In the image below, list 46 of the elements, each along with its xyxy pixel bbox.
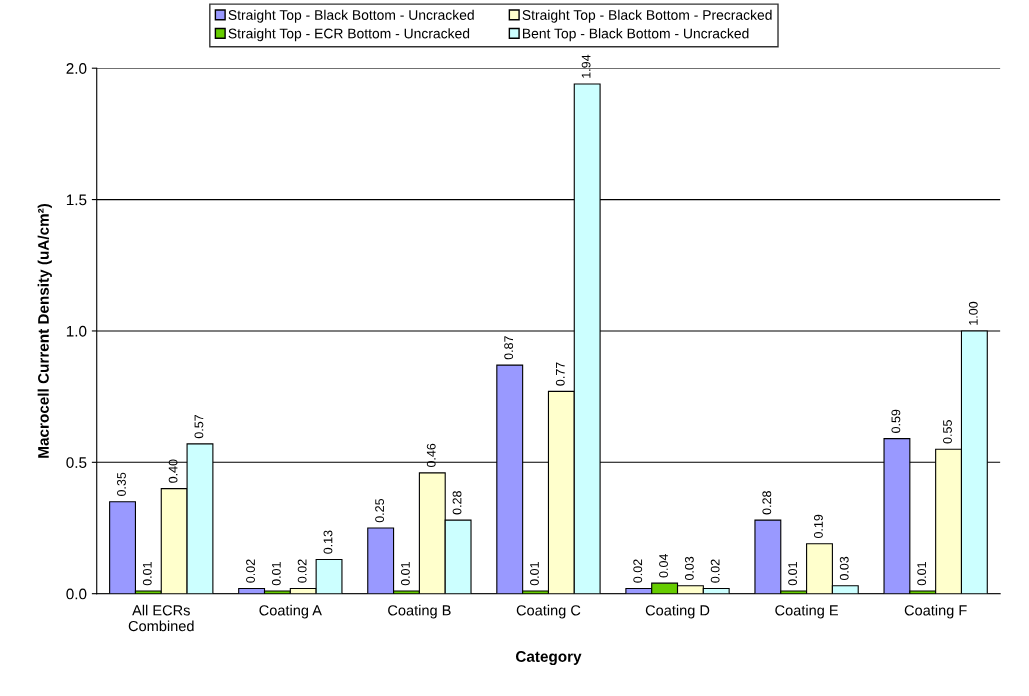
data-label: 0.04 bbox=[659, 553, 668, 578]
y-tick-label: 0.0 bbox=[66, 588, 87, 600]
data-label: 0.02 bbox=[710, 559, 720, 583]
x-tick-label: Coating D bbox=[645, 604, 710, 619]
data-label: 0.01 bbox=[788, 562, 798, 586]
x-tick-label: All ECRs Combined bbox=[128, 604, 194, 632]
legend-label: Straight Top - Black Bottom - Precracked bbox=[522, 9, 772, 23]
x-axis-title: Category bbox=[515, 651, 582, 666]
data-label: 0.02 bbox=[633, 559, 643, 583]
x-tick-label: Coating C bbox=[516, 604, 581, 619]
data-label: 0.02 bbox=[297, 559, 307, 583]
data-label: 0.28 bbox=[452, 491, 462, 515]
x-tick-label: Coating E bbox=[775, 604, 838, 619]
data-label: 0.03 bbox=[684, 556, 694, 581]
data-label: 0.57 bbox=[194, 414, 204, 439]
data-label: 0.02 bbox=[246, 559, 255, 583]
legend-label: Bent Top - Black Bottom - Uncracked bbox=[522, 28, 749, 42]
x-tick-label: Coating F bbox=[904, 604, 967, 619]
data-label: 0.01 bbox=[400, 562, 410, 586]
data-label: 0.01 bbox=[271, 562, 281, 586]
x-tick-label: Coating A bbox=[259, 604, 322, 619]
data-label: 0.55 bbox=[943, 420, 952, 444]
y-tick-label: 1.5 bbox=[66, 194, 87, 206]
data-label: 0.25 bbox=[375, 498, 385, 523]
y-axis-title: Macrocell Current Density (uA/cm²) bbox=[37, 203, 52, 458]
y-tick-label: 1.0 bbox=[66, 325, 87, 337]
data-label: 0.01 bbox=[917, 562, 927, 586]
data-label: 1.94 bbox=[581, 54, 591, 78]
data-label: 0.01 bbox=[142, 562, 152, 586]
legend-label: Straight Top - Black Bottom - Uncracked bbox=[228, 9, 474, 23]
data-label: 0.03 bbox=[839, 556, 849, 581]
y-tick-label: 0.5 bbox=[66, 457, 87, 468]
data-label: 0.59 bbox=[891, 409, 901, 433]
data-label: 0.01 bbox=[530, 562, 539, 586]
data-label: 0.28 bbox=[762, 491, 772, 515]
data-label: 0.46 bbox=[426, 443, 436, 468]
data-label: 0.40 bbox=[168, 459, 178, 483]
data-label: 0.87 bbox=[504, 336, 514, 360]
data-label: 1.00 bbox=[968, 301, 978, 325]
legend-label: Straight Top - ECR Bottom - Uncracked bbox=[228, 28, 470, 42]
data-label: 0.13 bbox=[323, 530, 333, 554]
y-tick-label: 2.0 bbox=[66, 63, 87, 74]
data-label: 0.35 bbox=[117, 472, 126, 496]
x-tick-label: Coating B bbox=[388, 604, 451, 619]
data-label: 0.77 bbox=[555, 362, 565, 386]
data-label: 0.19 bbox=[814, 514, 823, 539]
